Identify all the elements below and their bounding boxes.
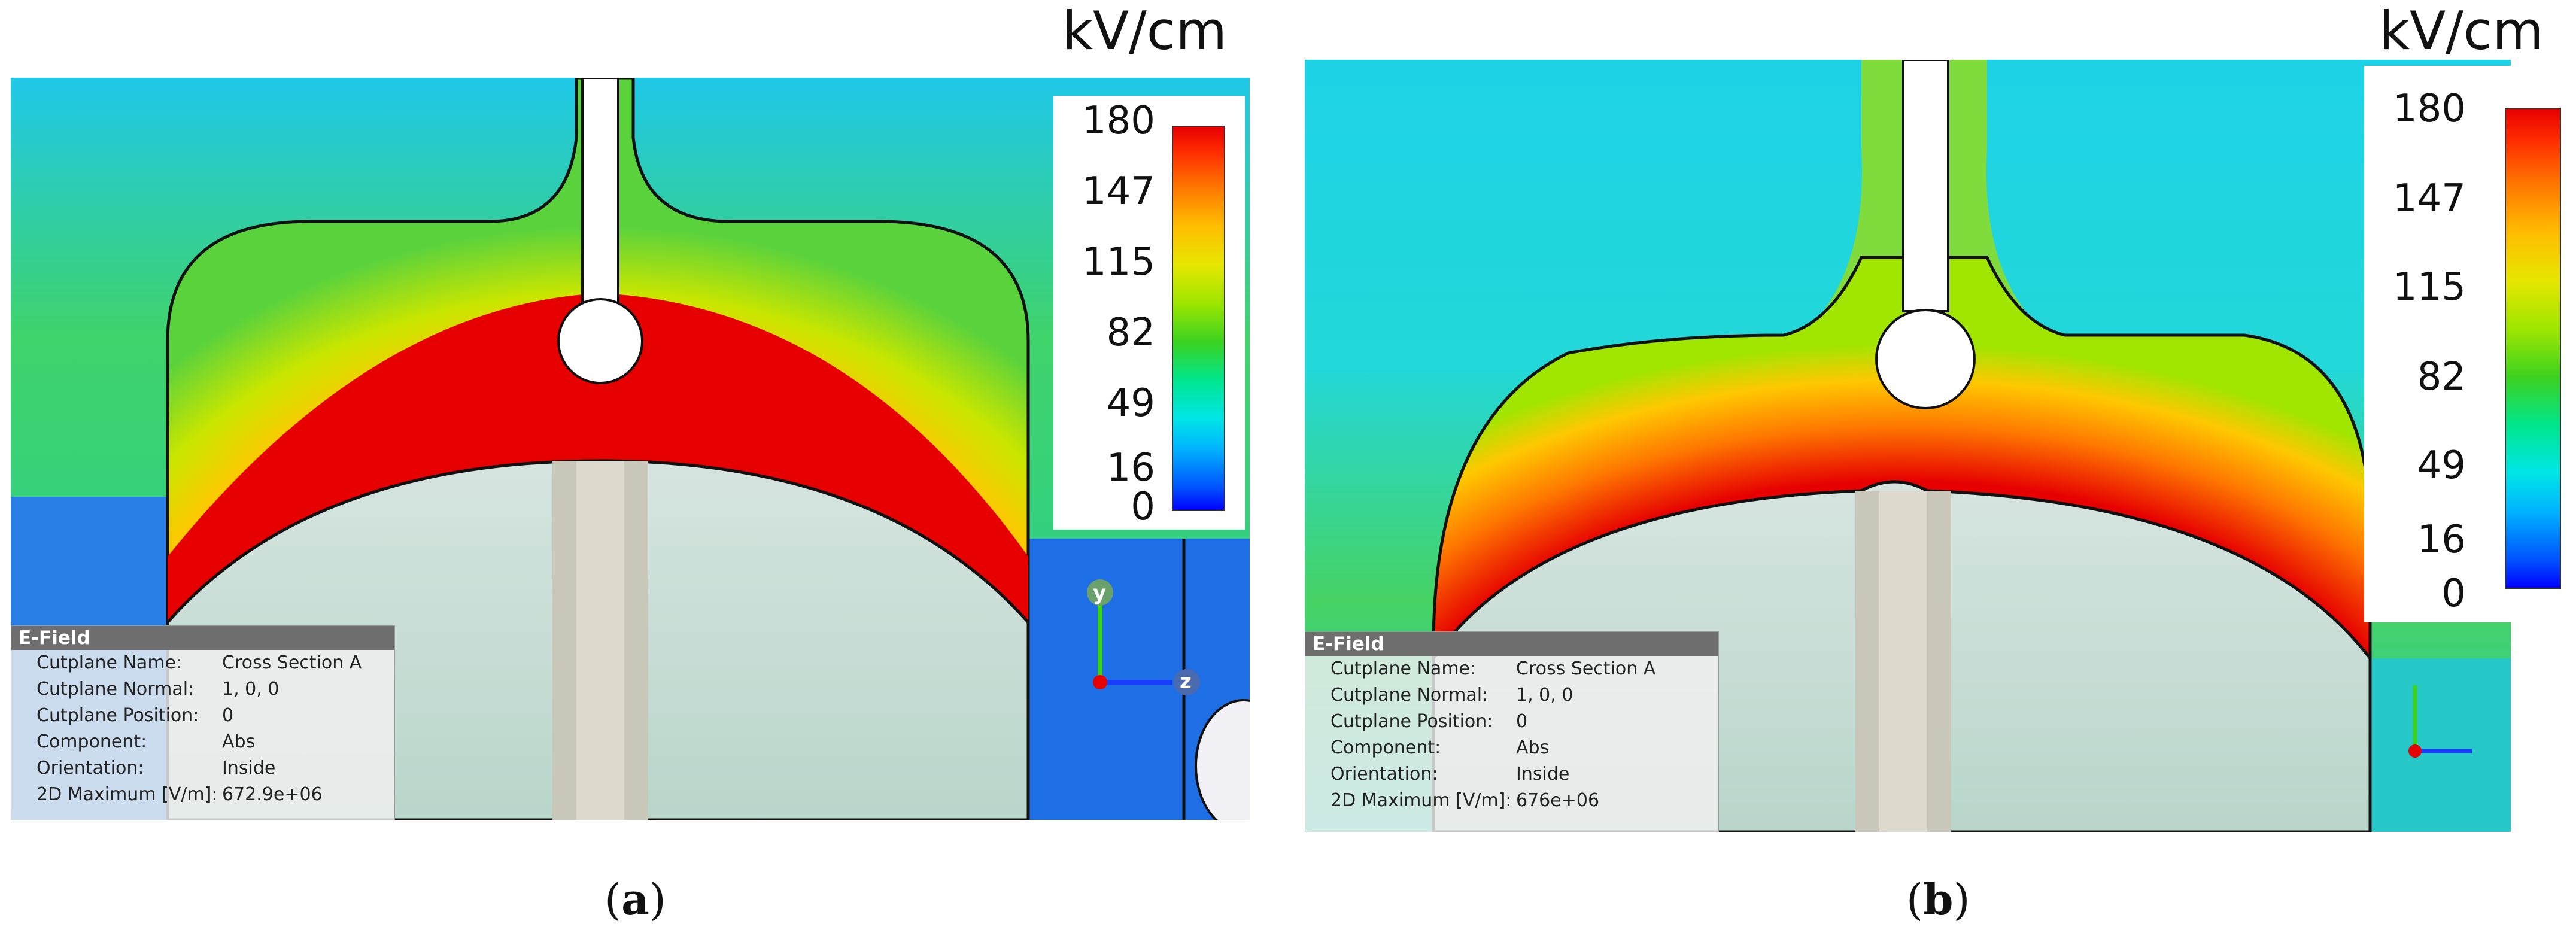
efield-legend-b: E-Field Cutplane Name: Cross Section A Cu… [1305,631,1719,832]
legend-row: 2D Maximum [V/m]: 672.9e+06 [37,784,323,805]
colorbar-ticks-b: 180 147 115 82 49 16 0 [2370,90,2466,616]
wall-region-b [2364,658,2511,832]
tick-label: 115 [1082,240,1155,284]
tick-label: 16 [1106,446,1155,490]
axis-z-label-a: z [1180,670,1192,694]
tick-label: 115 [2392,265,2466,309]
legend-row: 2D Maximum [V/m]: 676e+06 [1330,790,1600,811]
tick-label: 16 [2417,518,2466,562]
axis-triad-a: y z [1087,579,1200,695]
colorbar-gradient-a [1172,126,1225,511]
legend-row: Cutplane Name: Cross Section A [1330,658,1656,679]
support-rod-core-a [576,461,624,820]
colorbar-unit-b: kV/cm [2379,0,2544,62]
stem-tip-b [1875,309,1976,409]
legend-row: Cutplane Name: Cross Section A [37,652,362,673]
tick-label: 147 [1082,169,1155,214]
colorbar-unit-a: kV/cm [1062,0,1227,62]
tick-label: 180 [1082,99,1155,143]
legend-row: Cutplane Position: 0 [37,705,234,726]
legend-title-a: E-Field [11,626,394,650]
colorbar-gradient-b [2505,108,2561,589]
tick-label: 82 [1106,311,1155,355]
tick-label: 0 [1131,485,1155,529]
corner-electrode-a [1195,699,1250,820]
field-plot-a: y z E-Field Cutplane Name: Cross Section … [11,78,1250,820]
legend-row: Component: Abs [37,731,256,752]
support-rod-core-b [1879,491,1927,832]
legend-row: Orientation: Inside [37,758,276,779]
caption-b: (b) [1906,874,1970,925]
efield-legend-a: E-Field Cutplane Name: Cross Section A Cu… [11,625,395,820]
stem-tip-a [557,298,643,384]
tick-label: 82 [2417,355,2466,399]
field-plot-b: E-Field Cutplane Name: Cross Section A Cu… [1305,60,2511,832]
tick-label: 49 [1106,381,1155,426]
tick-label: 180 [2392,87,2466,131]
tick-label: 0 [2441,572,2466,616]
legend-row: Orientation: Inside [1330,764,1570,785]
legend-row: Component: Abs [1330,737,1550,758]
legend-title-b: E-Field [1305,632,1718,656]
axis-triad-b [2408,685,2472,758]
legend-row: Cutplane Normal: 1, 0, 0 [37,679,280,700]
caption-a: (a) [604,874,666,925]
axis-y-label-a: y [1093,581,1106,605]
legend-row: Cutplane Position: 0 [1330,711,1528,732]
tick-label: 49 [2417,443,2466,488]
tick-label: 147 [2392,177,2466,221]
legend-row: Cutplane Normal: 1, 0, 0 [1330,685,1573,706]
feed-stem-a [581,78,619,306]
colorbar-ticks-a: 180 147 115 82 49 16 0 [1059,99,1155,526]
feed-stem-b [1902,60,1949,312]
